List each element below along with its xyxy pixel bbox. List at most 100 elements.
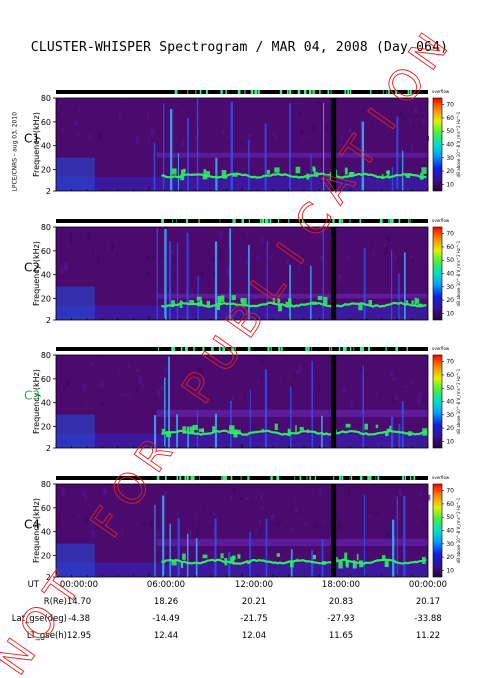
status-mark (375, 476, 377, 480)
plasma-blob (381, 174, 384, 179)
plasma-blob (389, 425, 392, 432)
noise-patch (384, 246, 388, 255)
plasma-blob (272, 297, 276, 305)
status-mark (344, 347, 347, 351)
status-mark (359, 476, 363, 480)
y-tick-label: 40 (41, 142, 51, 151)
data-gap (331, 98, 337, 191)
status-legend: overflow (432, 475, 450, 480)
noise-patch (146, 255, 150, 261)
status-mark (302, 219, 304, 223)
broadband-spike (396, 116, 399, 191)
noise-patch (399, 111, 403, 117)
status-mark (224, 476, 227, 480)
noise-patch (213, 270, 217, 276)
ut-row: UT 00:00:00 06:00:00 12:00:00 18:00:00 0… (0, 580, 479, 592)
colorbar-tick-label: 70 (446, 359, 454, 366)
noise-patch (374, 511, 379, 516)
noise-patch (149, 521, 154, 525)
broadband-spike (215, 157, 218, 191)
status-mark (404, 476, 406, 480)
noise-patch (65, 242, 68, 246)
status-mark (333, 476, 335, 480)
noise-patch (92, 246, 94, 254)
status-strip (56, 90, 428, 94)
noise-patch (125, 393, 128, 397)
y-tick-label: 2 (46, 573, 51, 582)
ut-tick: 12:00:00 (234, 580, 274, 590)
noise-patch (160, 384, 164, 390)
noise-patch (118, 113, 121, 119)
colorbar-tick-label: 70 (446, 102, 454, 109)
ut-tick: 18:00:00 (321, 580, 361, 590)
noise-patch (174, 272, 176, 278)
broadband-spike (187, 118, 189, 191)
noise-patch (92, 518, 95, 525)
noise-patch (152, 255, 156, 260)
noise-patch (390, 371, 394, 378)
noise-patch (352, 131, 356, 136)
noise-patch (138, 376, 142, 384)
noise-patch (357, 250, 359, 253)
plasma-blob (266, 169, 270, 174)
plasma-blob (261, 428, 264, 433)
plasma-line (160, 301, 427, 308)
plasma-line (161, 429, 427, 436)
broadband-spike (230, 400, 232, 448)
status-mark (221, 476, 223, 480)
status-mark (332, 219, 334, 223)
status-mark (306, 476, 308, 480)
orbit-value: 12.04 (241, 631, 267, 641)
noise-patch (176, 510, 180, 515)
colorbar-tick-label: 70 (446, 488, 454, 495)
noise-patch (356, 402, 359, 408)
noise-patch (129, 393, 131, 397)
noise-patch (261, 117, 263, 122)
noise-patch (412, 124, 416, 129)
status-mark (359, 347, 363, 351)
status-mark (367, 347, 371, 351)
plasma-blob (197, 301, 203, 307)
noise-patch (315, 523, 319, 528)
plasma-blob (338, 561, 343, 569)
noise-patch (298, 264, 300, 272)
plasma-blob (313, 168, 316, 176)
broadband-spike (168, 356, 170, 448)
status-mark (248, 476, 250, 480)
noise-patch (285, 398, 289, 401)
noise-patch (272, 132, 274, 137)
status-mark (244, 90, 246, 94)
plasma-blob (180, 174, 185, 181)
plasma-blob (411, 300, 414, 304)
colorbar-tick-label: 60 (446, 501, 454, 508)
noise-patch (240, 497, 243, 501)
spectrogram-panel-c1: overflow 80 60 40 20 2 Frequency (kHz)C1 70 60 50… (24, 89, 461, 196)
status-mark (260, 219, 262, 223)
broadband-spike (162, 495, 165, 577)
y-axis-label: Frequency (kHz) (32, 241, 41, 306)
status-mark (240, 476, 242, 480)
noise-patch (100, 381, 105, 388)
noise-patch (376, 391, 378, 396)
status-mark (314, 476, 317, 480)
noise-patch (203, 140, 205, 143)
plasma-blob (171, 560, 177, 566)
noise-patch (386, 234, 391, 242)
noise-patch (279, 377, 281, 384)
orbit-value: 20.83 (328, 597, 354, 607)
noise-patch (172, 256, 177, 263)
broadband-spike (164, 228, 167, 320)
plasma-blob (222, 175, 228, 179)
plasma-blob (345, 423, 351, 428)
colorbar-label: dB above 10^-8 V_rms^2 Hz^-1 (456, 111, 461, 177)
noise-patch (323, 124, 328, 131)
orbit-value: 11.65 (328, 631, 354, 641)
orbit-label: LT_gse(h) (26, 631, 67, 641)
noise-patch (170, 109, 175, 114)
plasma-blob (192, 424, 198, 430)
noise-patch (167, 233, 169, 239)
orbit-value: 18.26 (153, 597, 179, 607)
noise-patch (304, 521, 307, 526)
status-strip (56, 347, 428, 351)
plasma-blob (368, 299, 373, 306)
